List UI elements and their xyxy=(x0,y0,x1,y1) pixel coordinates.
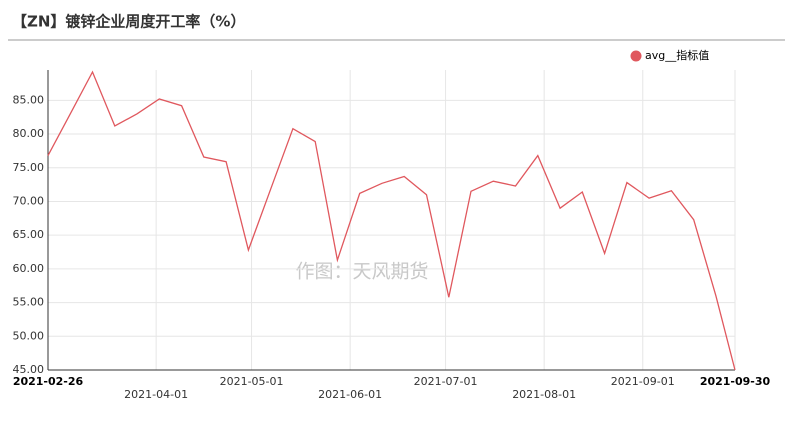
legend-label: avg__指标值 xyxy=(645,48,709,62)
y-tick-label: 50.00 xyxy=(13,329,45,342)
x-tick-label: 2021-09-30 xyxy=(700,375,771,388)
x-tick-label: 2021-09-01 xyxy=(611,375,675,388)
y-tick-label: 60.00 xyxy=(13,262,45,275)
y-tick-label: 85.00 xyxy=(13,93,45,106)
chart-title: 【ZN】镀锌企业周度开工率（%） xyxy=(12,13,245,31)
y-tick-label: 75.00 xyxy=(13,161,45,174)
y-tick-label: 70.00 xyxy=(13,194,45,207)
y-tick-label: 65.00 xyxy=(13,228,45,241)
x-tick-label: 2021-07-01 xyxy=(414,375,478,388)
x-tick-label: 2021-05-01 xyxy=(220,375,284,388)
y-tick-label: 45.00 xyxy=(13,363,45,376)
y-tick-label: 55.00 xyxy=(13,296,45,309)
watermark: 作图：天风期货 xyxy=(295,261,428,283)
x-tick-label: 2021-06-01 xyxy=(318,388,382,401)
x-tick-label: 2021-02-26 xyxy=(13,375,84,388)
y-tick-label: 80.00 xyxy=(13,127,45,140)
data-line xyxy=(47,70,736,371)
legend-marker xyxy=(630,50,642,62)
x-tick-label: 2021-04-01 xyxy=(124,388,188,401)
x-tick-label: 2021-08-01 xyxy=(512,388,576,401)
